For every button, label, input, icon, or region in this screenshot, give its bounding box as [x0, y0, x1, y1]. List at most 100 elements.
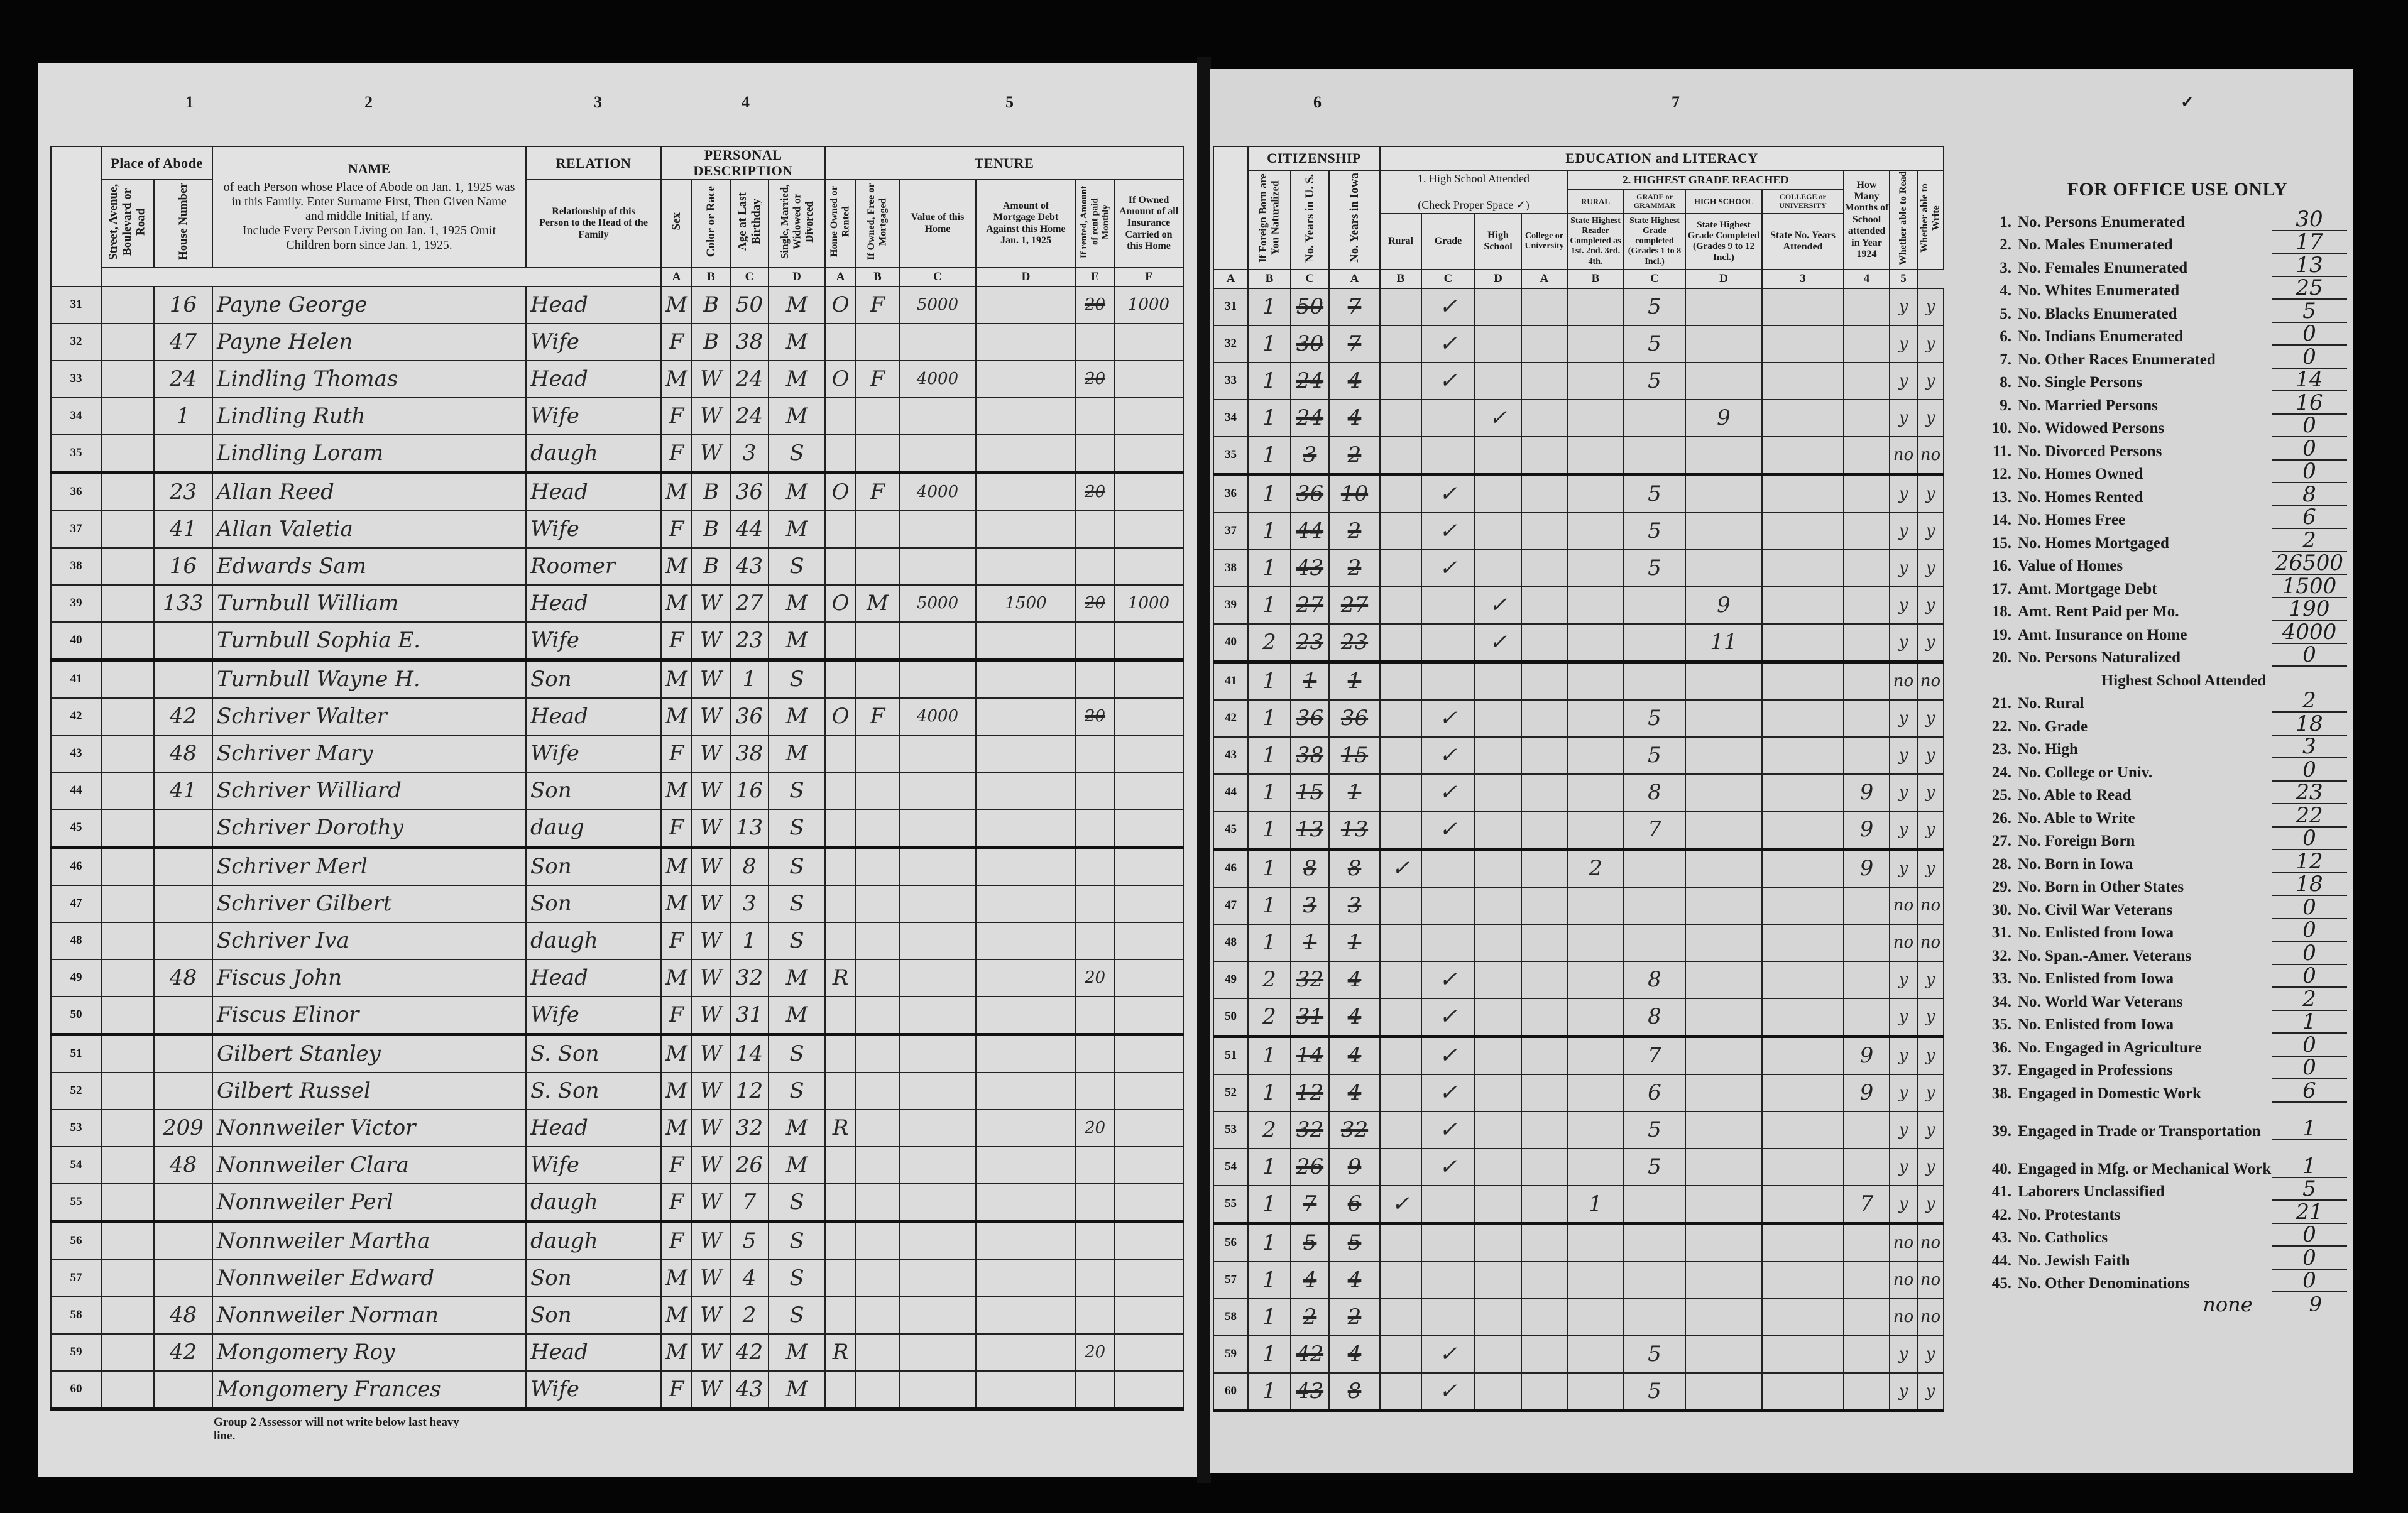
cell-color: W	[691, 1221, 731, 1260]
cell-line: 32	[50, 322, 102, 361]
item-label: No. Homes Mortgaged	[2018, 534, 2169, 552]
cell-owned	[824, 884, 856, 923]
office-item: 31. No. Enlisted from Iowa 0	[1983, 919, 2347, 942]
cell-mortgage	[975, 734, 1076, 773]
cell-write: y	[1917, 736, 1944, 775]
cell-rent: 20	[1075, 285, 1115, 324]
cell-name: Fiscus John	[212, 958, 527, 997]
cell-free	[855, 808, 900, 849]
cell-ga	[1567, 361, 1624, 400]
cell-ga	[1567, 960, 1624, 999]
cell-age: 32	[730, 1108, 769, 1147]
item-label: No. Blacks Enumerated	[2018, 305, 2177, 322]
cell-months	[1843, 1147, 1890, 1186]
cell-rent	[1075, 621, 1115, 662]
census-row: 44 1 15 1 ✓ 8 9 y y	[1213, 773, 1944, 812]
cell-line: 54	[1213, 1147, 1249, 1186]
cell-months	[1843, 1223, 1890, 1262]
cell-months	[1843, 699, 1890, 738]
cell-marital: M	[768, 1108, 826, 1147]
cell-value	[899, 1296, 977, 1335]
cell-gd	[1761, 1335, 1844, 1374]
cell-relation: S. Son	[525, 1034, 662, 1073]
cell-rent	[1075, 1183, 1115, 1223]
cell-read: y	[1889, 1110, 1918, 1149]
cell-hs_grade	[1421, 848, 1475, 888]
cell-age: 13	[730, 808, 769, 849]
cell-hs_college	[1521, 699, 1568, 738]
cell-a: 1	[1247, 1184, 1291, 1225]
census-row: 40 Turnbull Sophia E. Wife F W 23 M	[50, 621, 1184, 662]
item-number: 31.	[1991, 924, 2011, 941]
cell-ga: 2	[1567, 848, 1624, 888]
cell-house: 47	[153, 322, 213, 361]
cell-hs_college	[1521, 848, 1568, 888]
office-item: 4. No. Whites Enumerated 25	[1983, 277, 2347, 300]
foreign-born-header: If Foreign Born are You Naturalized	[1247, 170, 1291, 270]
cell-a: 1	[1247, 398, 1291, 437]
cell-color: B	[691, 322, 731, 361]
cell-marital: S	[768, 1296, 826, 1335]
cell-value: 4000	[899, 697, 977, 736]
cell-owned	[824, 1296, 856, 1335]
cell-street	[101, 322, 155, 361]
cell-street	[101, 884, 155, 923]
cell-c: 4	[1328, 1335, 1381, 1374]
item-number: 35.	[1991, 1016, 2011, 1033]
cell-marital: S	[768, 1034, 826, 1073]
cell-hs_grade: ✓	[1421, 997, 1475, 1038]
cell-street	[101, 547, 155, 586]
cell-gb: 5	[1623, 1147, 1686, 1186]
cell-hs_rural	[1379, 1335, 1422, 1374]
cell-hs_college	[1521, 1073, 1568, 1112]
cell-sex: F	[660, 1145, 692, 1184]
cell-relation: Wife	[525, 1145, 662, 1184]
cell-gb	[1623, 923, 1686, 962]
cell-hs_grade	[1421, 923, 1475, 962]
cell-gd	[1761, 324, 1844, 363]
cell-gd	[1761, 1073, 1844, 1112]
cell-sex: F	[660, 734, 692, 773]
cell-owned	[824, 1221, 856, 1260]
cell-line: 43	[50, 734, 102, 773]
cell-line: 43	[1213, 736, 1249, 775]
cell-hs_rural	[1379, 511, 1422, 550]
cell-house	[153, 1221, 213, 1260]
cell-gc	[1685, 1223, 1763, 1262]
cell-a: 1	[1247, 511, 1291, 550]
item-number: 25.	[1991, 787, 2011, 804]
cell-line: 52	[50, 1071, 102, 1110]
cell-read: y	[1889, 1335, 1918, 1374]
cell-gd	[1761, 435, 1844, 476]
item-label: No. Span.-Amer. Veterans	[2018, 947, 2192, 964]
cell-line: 44	[50, 771, 102, 810]
cell-insurance	[1114, 808, 1184, 849]
cell-value	[899, 771, 977, 810]
cell-months	[1843, 586, 1890, 625]
census-row: 60 1 43 8 ✓ 5 y y	[1213, 1372, 1944, 1412]
item-label: No. Enlisted from Iowa	[2018, 924, 2174, 941]
column-letter: D	[1685, 268, 1763, 289]
office-item: 28. No. Born in Iowa 12	[1983, 850, 2347, 873]
rent-header: If rented, Amount of rent paid Monthly	[1075, 178, 1115, 268]
cell-gc	[1685, 435, 1763, 476]
cell-line: 49	[50, 958, 102, 997]
cell-gc: 11	[1685, 623, 1763, 664]
cell-c: 7	[1328, 324, 1381, 363]
census-row: 55 1 7 6 ✓ 1 7 y y	[1213, 1184, 1944, 1225]
item-number: 4.	[2000, 282, 2011, 299]
census-row: 48 1 1 1 no no	[1213, 923, 1944, 962]
cell-gd	[1761, 1110, 1844, 1149]
cell-a: 2	[1247, 997, 1291, 1038]
name-title: NAME	[348, 161, 391, 177]
cell-hs_college	[1521, 586, 1568, 625]
cell-insurance	[1114, 396, 1184, 435]
cell-sex: F	[660, 1183, 692, 1223]
census-row: 53 2 32 32 ✓ 5 y y	[1213, 1110, 1944, 1149]
cell-hs_rural	[1379, 324, 1422, 363]
cell-hs_grade: ✓	[1421, 810, 1475, 851]
cell-b: 44	[1290, 511, 1330, 550]
cell-sex: M	[660, 359, 692, 398]
item-number: 8.	[2000, 374, 2011, 391]
cell-hs_college	[1521, 435, 1568, 476]
